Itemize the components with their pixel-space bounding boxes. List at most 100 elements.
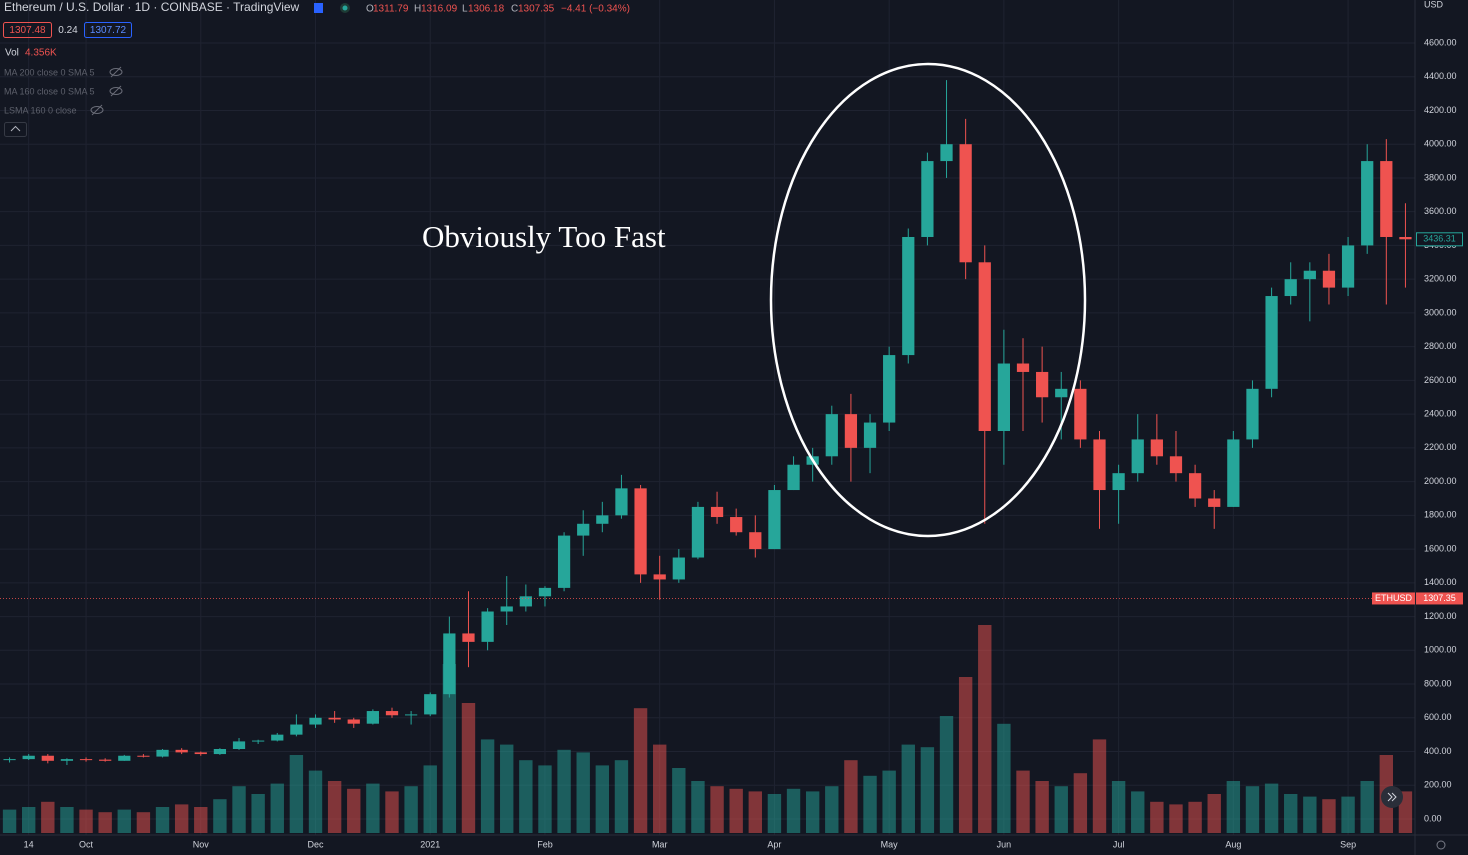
- candle-body: [385, 711, 399, 716]
- candle-body: [825, 414, 838, 457]
- volume-bar: [136, 812, 151, 833]
- volume-bar: [710, 786, 724, 833]
- y-tick-label: 600.00: [1424, 712, 1452, 722]
- candle-body: [175, 749, 188, 753]
- y-tick-label: 1600.00: [1424, 543, 1457, 553]
- volume-bar: [978, 625, 992, 833]
- volume-bar: [480, 739, 495, 833]
- volume-bar: [825, 786, 839, 833]
- volume-bar: [1092, 739, 1107, 833]
- candle-body: [1284, 279, 1297, 297]
- candle-body: [1361, 161, 1374, 246]
- collapse-button[interactable]: [4, 122, 27, 137]
- candle-body: [213, 748, 227, 755]
- settings-icon[interactable]: [1436, 840, 1446, 850]
- volume-bar: [1188, 801, 1202, 833]
- candle-body: [290, 724, 303, 735]
- candle-body: [978, 262, 991, 431]
- volume-bar: [385, 791, 399, 833]
- y-tick-label: 4400.00: [1424, 71, 1457, 81]
- volume-bar: [767, 794, 782, 833]
- candle-body: [902, 236, 915, 356]
- x-tick-label: May: [881, 839, 899, 849]
- sell-box[interactable]: [3, 22, 52, 38]
- candle-body: [557, 535, 571, 588]
- volume-bar: [1398, 791, 1413, 833]
- candle-body: [1131, 439, 1144, 474]
- candle-body: [577, 523, 590, 536]
- volume-bar: [1054, 786, 1068, 833]
- x-tick-label: Jul: [1113, 839, 1125, 849]
- bid-price: 1307.48: [9, 25, 46, 36]
- volume-bar: [327, 781, 342, 833]
- candle-body: [1036, 371, 1049, 398]
- candle-body: [1265, 296, 1278, 389]
- volume-bar: [1150, 801, 1164, 833]
- volume-bar: [213, 799, 227, 833]
- volume-bar: [1341, 796, 1355, 833]
- volume-bar: [729, 788, 743, 833]
- volume-bar: [2, 809, 17, 833]
- price-tag-bg: [1416, 592, 1463, 605]
- scroll-icon: [1387, 792, 1397, 802]
- annotation-ellipse: [769, 62, 1087, 538]
- y-tick-label: 0.00: [1424, 813, 1442, 823]
- candle-body: [519, 596, 532, 607]
- candle-body: [1112, 473, 1125, 491]
- volume-bar: [1035, 781, 1049, 833]
- volume-bar: [672, 768, 686, 833]
- y-tick-label: 3800.00: [1424, 172, 1457, 182]
- candle-body: [691, 506, 705, 558]
- candle-body: [653, 574, 666, 580]
- price-axis: 0.00 200.00 400.00 600.00 800.00 1000.00 1200.…: [0, 37, 1463, 849]
- candle-body: [22, 755, 35, 760]
- candle-body: [79, 759, 93, 761]
- volume-bar: [863, 775, 877, 833]
- candle-body: [787, 464, 800, 491]
- ohlc-label: H: [414, 4, 421, 15]
- candle-body: [194, 752, 207, 755]
- currency-label[interactable]: USD: [1424, 0, 1444, 9]
- y-tick-label: 2800.00: [1424, 341, 1457, 351]
- ohlc-value: 1316.09: [421, 4, 458, 15]
- volume-bar: [366, 783, 380, 833]
- candle-body: [1246, 388, 1259, 440]
- candle-body: [271, 734, 284, 741]
- y-tick-label: 2000.00: [1424, 476, 1457, 486]
- volume-bar: [117, 809, 131, 833]
- y-tick-label: 1400.00: [1424, 577, 1457, 587]
- volume-bar: [232, 786, 246, 833]
- flag-icon[interactable]: [314, 3, 323, 13]
- volume-bar: [1284, 794, 1298, 833]
- y-tick-label: 4600.00: [1424, 37, 1457, 47]
- candle-body: [137, 755, 150, 757]
- candle-body: [443, 633, 456, 695]
- candle-body: [615, 488, 628, 516]
- candle-body: [232, 741, 246, 749]
- volume-bar: [308, 770, 323, 833]
- candle-body: [481, 611, 494, 642]
- volume-bar: [155, 807, 170, 833]
- volume-bar: [997, 723, 1011, 833]
- y-tick-label: 400.00: [1424, 746, 1452, 756]
- volume-label: Vol: [5, 48, 19, 59]
- x-tick-label: 2021: [420, 839, 440, 849]
- volume-bar: [576, 752, 590, 833]
- y-tick-label: 2600.00: [1424, 375, 1457, 385]
- hidden-icons[interactable]: [90, 66, 123, 116]
- candle-body: [41, 755, 54, 761]
- candle-body: [1341, 245, 1355, 288]
- candle-body: [768, 490, 781, 550]
- candle-body: [1208, 498, 1221, 507]
- symbol-tag: ETHUSD: [1375, 593, 1413, 603]
- collapse-icon: [10, 125, 21, 132]
- buy-box[interactable]: [84, 22, 132, 38]
- volume-bar: [595, 765, 610, 833]
- candle-body: [1093, 439, 1106, 491]
- candle-body: [1074, 388, 1087, 440]
- volume-bar: [901, 744, 915, 833]
- volume-bar: [557, 749, 571, 833]
- candle-body: [99, 759, 112, 761]
